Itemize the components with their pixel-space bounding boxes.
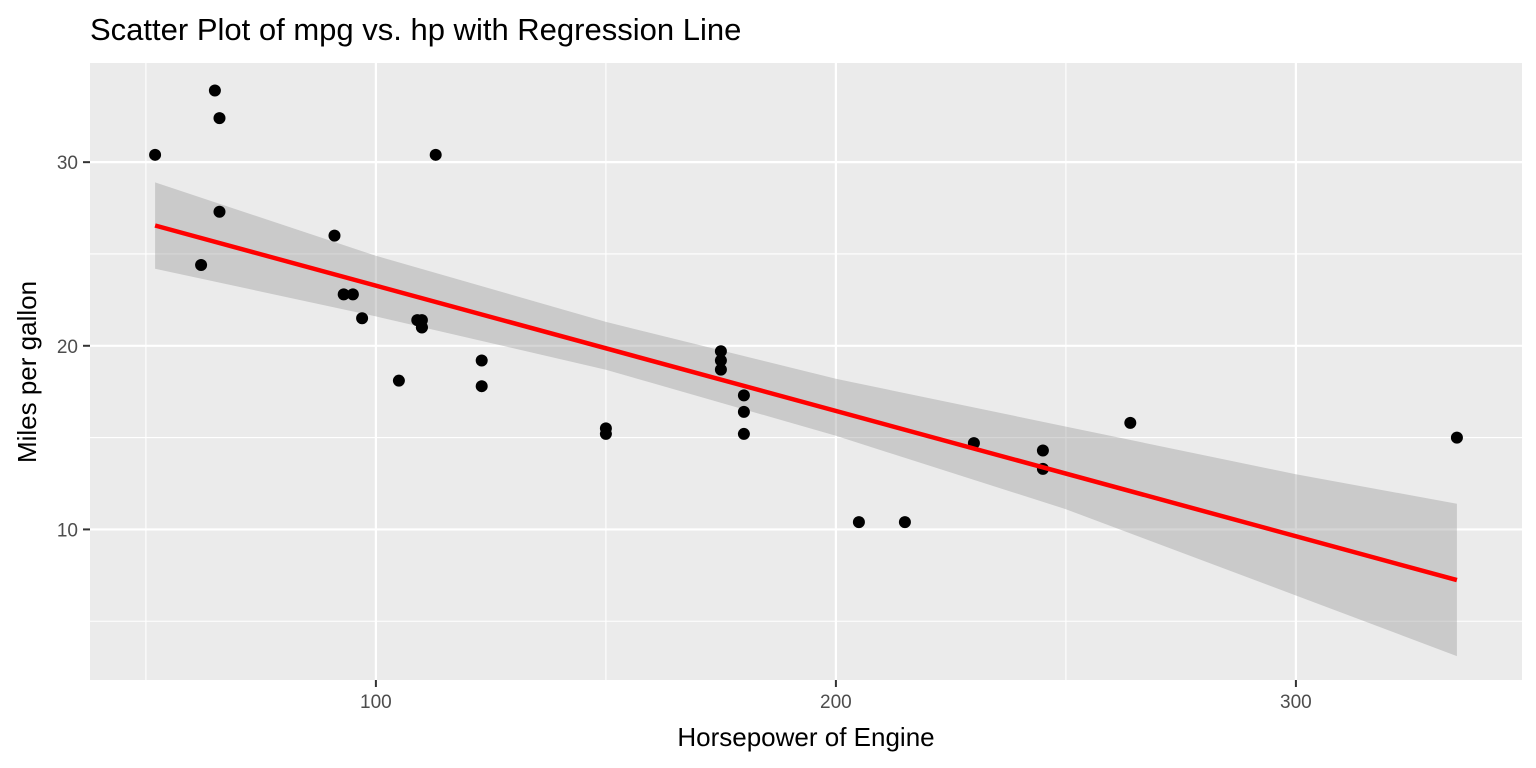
y-axis: 10 20 30 <box>57 153 90 541</box>
data-point <box>714 354 727 367</box>
data-point <box>195 258 208 271</box>
data-point <box>852 516 865 529</box>
regression-line <box>154 223 1458 583</box>
confidence-band-layer <box>155 182 1457 657</box>
data-point <box>429 148 442 161</box>
data-point <box>1450 431 1463 444</box>
y-tick-label: 30 <box>57 153 78 174</box>
data-point <box>714 345 727 358</box>
data-point <box>213 112 226 125</box>
y-tick-label: 10 <box>57 520 78 541</box>
x-tick-label: 200 <box>820 692 852 713</box>
data-point <box>737 427 750 440</box>
y-tick-label: 20 <box>57 337 78 358</box>
x-axis: 100 200 300 <box>360 680 1312 713</box>
data-point <box>356 312 369 325</box>
data-point <box>737 405 750 418</box>
major-gridlines <box>90 63 1522 680</box>
confidence-band <box>155 182 1457 657</box>
data-point <box>475 354 488 367</box>
data-point <box>1124 416 1137 429</box>
x-tick-label: 100 <box>360 692 392 713</box>
data-point <box>208 84 221 97</box>
data-point <box>599 427 612 440</box>
x-tick-label: 300 <box>1280 692 1312 713</box>
x-axis-title: Horsepower of Engine <box>677 722 934 752</box>
regression-line-layer <box>154 223 1458 583</box>
data-point <box>346 288 359 301</box>
data-point <box>337 288 350 301</box>
data-point <box>475 380 488 393</box>
data-point <box>714 363 727 376</box>
data-point <box>213 205 226 218</box>
data-point <box>149 148 162 161</box>
y-axis-title: Miles per gallon <box>12 281 42 463</box>
plot-panel <box>90 63 1522 680</box>
points-layer <box>149 84 1463 529</box>
data-point <box>328 229 341 242</box>
minor-gridlines <box>90 63 1522 680</box>
data-point <box>411 314 424 327</box>
chart-title: Scatter Plot of mpg vs. hp with Regressi… <box>90 12 741 47</box>
data-point <box>392 374 405 387</box>
data-point <box>898 516 911 529</box>
data-point <box>1036 444 1049 457</box>
data-point <box>737 389 750 402</box>
